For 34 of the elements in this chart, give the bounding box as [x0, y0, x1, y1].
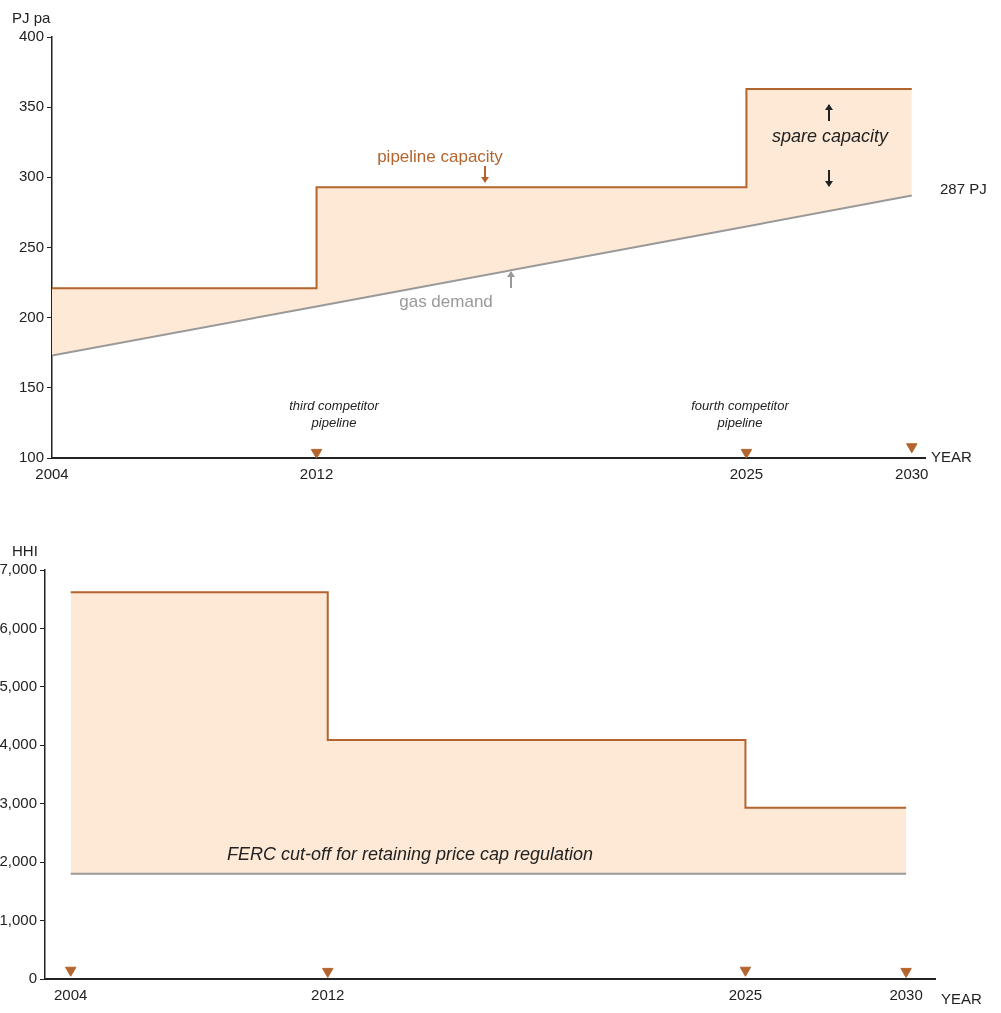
annotation: spare capacity: [771, 126, 890, 146]
text: 287 PJ: [940, 180, 987, 198]
y-tick-label: 100: [18, 448, 44, 466]
y-tick-label: 6,000: [0, 618, 37, 636]
x-tick-label: 2012: [299, 465, 334, 483]
annotation: FERC cut-off for retaining price cap regulation: [226, 844, 594, 864]
annotation: pipeline capacity: [377, 146, 504, 166]
x-tick-label: 2030: [889, 986, 923, 1004]
x-tick-label: 2030: [895, 465, 929, 483]
y-tick-label: 150: [18, 377, 44, 395]
y-tick-label: 300: [18, 167, 44, 185]
y-tick-label: 1,000: [0, 910, 37, 928]
y-tick-label: 5,000: [0, 677, 37, 694]
y-axis-title: PJ pa: [12, 9, 52, 27]
y-tick-label: 4,000: [0, 735, 37, 753]
annotation: third competitor pipeline: [289, 398, 380, 431]
y-tick-label: 200: [18, 307, 44, 325]
y-tick-label: 2,000: [0, 852, 37, 870]
x-axis-title: YEAR: [931, 448, 973, 466]
annotation: gas demand: [399, 291, 493, 311]
x-tick-label: 2025: [728, 986, 763, 1004]
y-tick-label: 250: [18, 237, 44, 255]
y-tick-label: 3,000: [0, 793, 37, 811]
x-tick-label: 2012: [311, 986, 345, 1004]
y-axis-title: HHI: [12, 542, 38, 560]
y-tick-label: 400: [18, 27, 44, 45]
x-tick-label: 2004: [35, 465, 69, 483]
x-tick-label: 2004: [54, 986, 88, 1004]
y-tick-label: 350: [18, 97, 44, 115]
y-tick-label: 7,000: [0, 560, 37, 578]
y-tick-label: 0: [28, 969, 37, 987]
annotation: fourth competitor pipeline: [691, 398, 790, 431]
x-axis-title: YEAR: [941, 990, 983, 1008]
x-tick-label: 2025: [729, 465, 764, 483]
